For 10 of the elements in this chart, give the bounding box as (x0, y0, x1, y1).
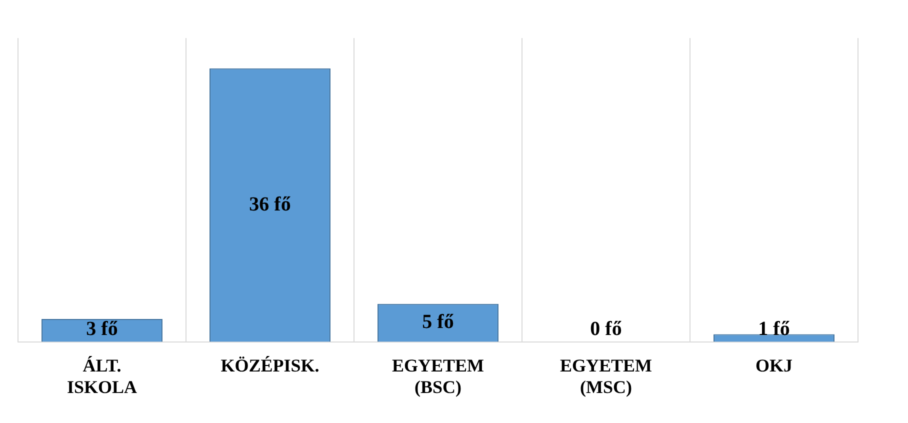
data-label: 0 fő (590, 318, 622, 340)
x-tick-label: KÖZÉPISK. (220, 355, 320, 376)
x-tick-label: EGYETEM (MSC) (560, 355, 652, 397)
data-label: 5 fő (422, 310, 454, 333)
data-label: 1 fő (758, 318, 790, 340)
data-label: 36 fő (249, 193, 291, 216)
data-label: 3 fő (86, 318, 118, 340)
x-tick-label: OKJ (755, 355, 793, 376)
x-tick-label: EGYETEM (BSC) (392, 355, 484, 397)
x-tick-label: ÁLT. ISKOLA (66, 355, 138, 397)
